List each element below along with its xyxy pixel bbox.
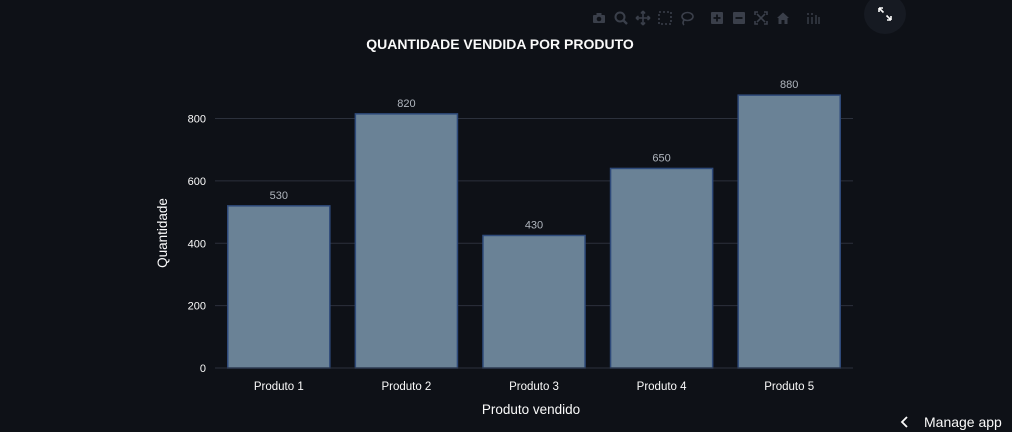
bar [354, 113, 459, 369]
reset-axes-icon [777, 12, 789, 24]
camera-button[interactable] [588, 8, 610, 28]
zoom-out-icon [733, 12, 745, 24]
plotly-logo-button[interactable] [802, 8, 824, 28]
zoom-in-icon [711, 12, 723, 24]
bar [609, 167, 714, 369]
zoom-icon [614, 11, 628, 25]
x-tick-label: Produto 3 [509, 381, 559, 393]
y-tick-label: 600 [188, 176, 206, 188]
camera-icon [593, 13, 605, 23]
bar-value-label: 880 [780, 79, 798, 91]
bar-value-label: 430 [525, 219, 543, 231]
x-tick-label: Produto 2 [381, 381, 431, 393]
reset-axes-button[interactable] [772, 8, 794, 28]
chevron-left-icon [900, 416, 908, 428]
chart-modebar [588, 8, 824, 28]
plotly-logo-icon [807, 13, 820, 24]
zoom-in-button[interactable] [706, 8, 728, 28]
manage-app-label: Manage app [924, 414, 1002, 430]
bar [482, 234, 586, 369]
x-axis-title: Produto vendido [482, 402, 580, 417]
box-select-icon [658, 11, 672, 25]
lasso-button[interactable] [676, 8, 698, 28]
zoom-button[interactable] [610, 8, 632, 28]
bar [227, 205, 331, 369]
pan-icon [635, 10, 651, 26]
fullscreen-button[interactable] [864, 0, 906, 34]
autoscale-button[interactable] [750, 8, 772, 28]
lasso-icon [681, 11, 694, 26]
y-tick-label: 0 [200, 363, 206, 375]
chart-title: QUANTIDADE VENDIDA POR PRODUTO [366, 36, 634, 52]
x-tick-label: Produto 1 [254, 381, 304, 393]
manage-app-button[interactable]: Manage app [900, 412, 1002, 432]
y-tick-label: 200 [188, 301, 206, 313]
box-select-button[interactable] [654, 8, 676, 28]
pan-button[interactable] [632, 8, 654, 28]
y-tick-label: 800 [188, 114, 206, 126]
expand-icon [878, 7, 892, 21]
bar-value-label: 820 [397, 98, 415, 110]
bar [737, 94, 841, 369]
bar-value-label: 650 [652, 152, 670, 164]
autoscale-icon [754, 11, 768, 25]
x-tick-label: Produto 5 [764, 381, 814, 393]
y-axis-title: Quantidade [155, 198, 170, 268]
zoom-out-button[interactable] [728, 8, 750, 28]
y-tick-label: 400 [188, 238, 206, 250]
x-tick-label: Produto 4 [637, 381, 687, 393]
bar-value-label: 530 [270, 190, 288, 202]
